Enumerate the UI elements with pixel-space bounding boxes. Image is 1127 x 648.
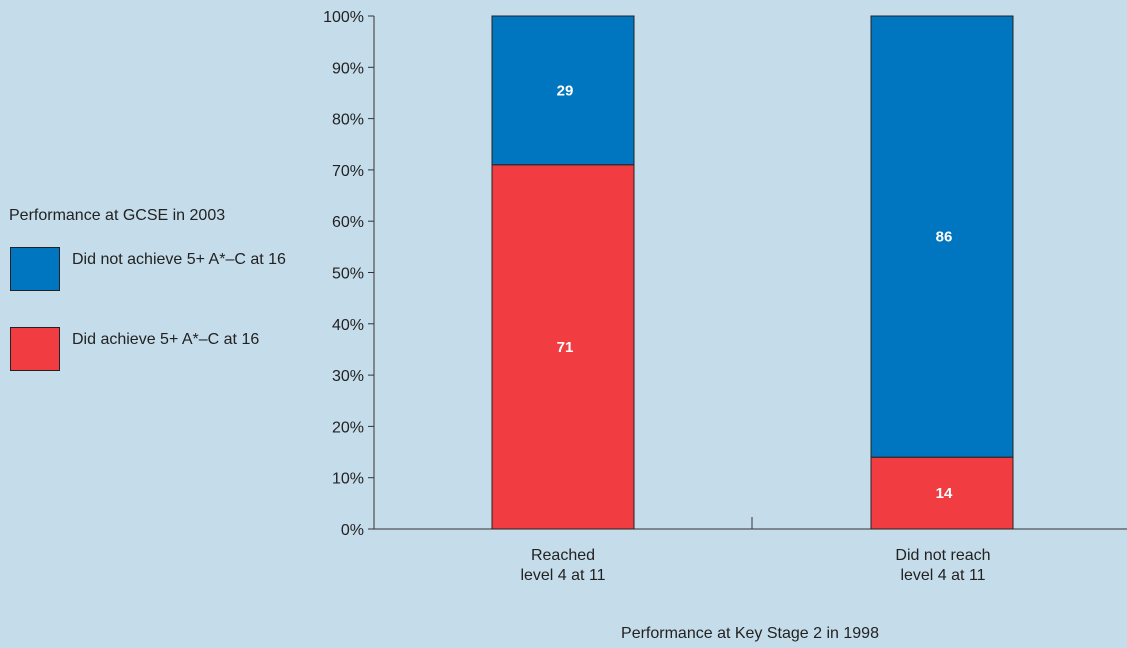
legend-swatch-not-achieved [10,247,60,291]
y-tick-label: 70% [332,163,364,180]
legend-item-achieved: Did achieve 5+ A*–C at 16 [10,327,300,373]
x-category-label-line: level 4 at 11 [900,567,986,584]
x-category-label-not-reached: Did not reach level 4 at 11 [843,546,1043,586]
y-tick-label: 20% [332,419,364,436]
y-tick-label: 30% [332,368,364,385]
bar-data-label: 14 [936,485,953,502]
x-category-label-line: level 4 at 11 [520,567,606,584]
legend-swatch-achieved [10,327,60,371]
y-tick-label: 90% [332,60,364,77]
y-tick-label: 10% [332,471,364,488]
x-axis-title: Performance at Key Stage 2 in 1998 [621,625,879,642]
y-tick-label: 60% [332,214,364,231]
x-category-label-reached: Reached level 4 at 11 [463,546,663,586]
x-category-label-line: Did not reach [895,547,991,564]
bar-data-label: 71 [557,339,574,356]
bar-data-label: 29 [557,82,574,99]
legend-label-not-achieved: Did not achieve 5+ A*–C at 16 [72,251,286,268]
y-tick-label: 50% [332,266,364,283]
legend-label-achieved: Did achieve 5+ A*–C at 16 [72,331,260,348]
bar-data-label: 86 [936,229,953,246]
legend-item-not-achieved: Did not achieve 5+ A*–C at 16 [10,247,300,293]
y-tick-label: 80% [332,112,364,129]
legend-title: Performance at GCSE in 2003 [9,207,226,224]
y-tick-label: 0% [341,522,364,539]
bar-segment [870,456,1014,530]
y-tick-label: 40% [332,317,364,334]
bar-segment [491,15,635,166]
bar-segment [491,164,635,530]
x-category-label-line: Reached [530,547,596,564]
y-tick-label: 100% [323,9,364,26]
bar-segment [870,15,1014,458]
